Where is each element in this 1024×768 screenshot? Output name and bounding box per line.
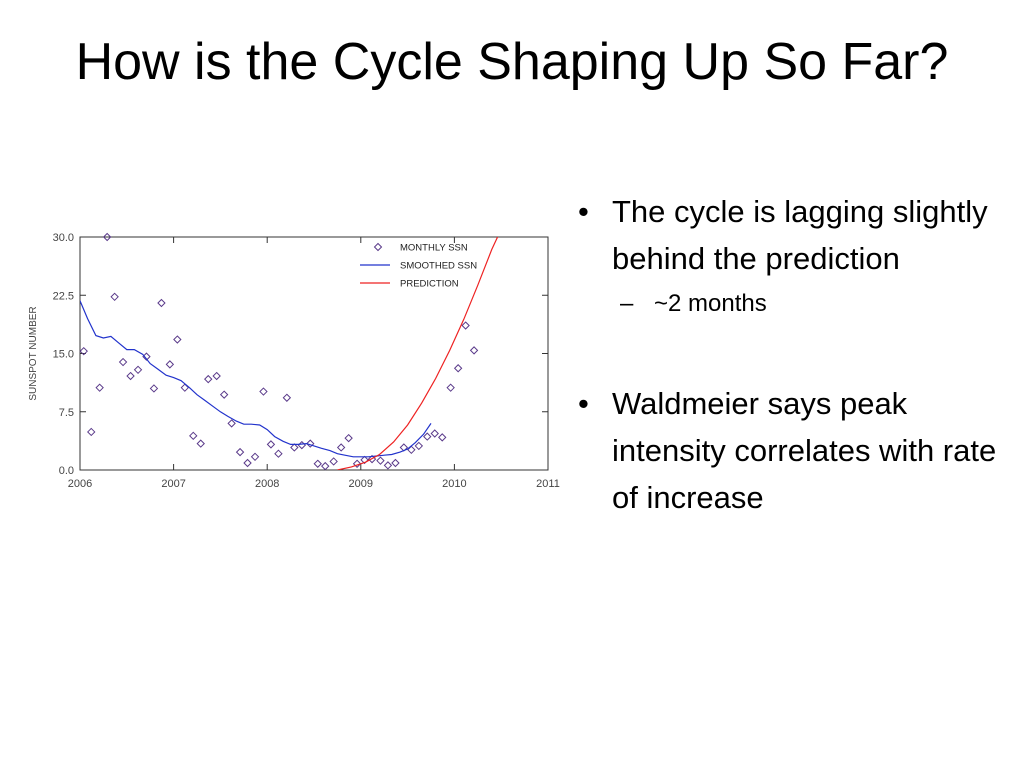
monthly-ssn-point <box>438 433 447 442</box>
monthly-ssn-point <box>102 232 112 242</box>
monthly-ssn-point <box>461 321 470 330</box>
bullet-marker: • <box>578 386 589 421</box>
monthly-ssn-point <box>290 443 299 452</box>
x-tick-label: 2011 <box>536 478 560 490</box>
monthly-ssn-point <box>297 440 307 450</box>
monthly-ssn-point <box>110 292 119 302</box>
bullet-marker: • <box>578 194 589 229</box>
monthly-ssn-point <box>227 419 236 428</box>
monthly-ssn-point <box>250 452 260 462</box>
y-tick-label: 15.0 <box>53 349 74 361</box>
monthly-ssn-point <box>414 441 424 451</box>
monthly-ssn-point <box>423 432 432 441</box>
x-tick-label: 2010 <box>442 478 466 490</box>
bullet-item: • Waldmeier says peak intensity correlat… <box>578 380 1018 521</box>
monthly-ssn-point <box>352 459 362 468</box>
monthly-ssn-point <box>118 357 128 367</box>
monthly-ssn-point <box>204 374 213 384</box>
monthly-ssn-point <box>266 440 276 449</box>
monthly-ssn-point <box>165 360 175 369</box>
monthly-ssn-point <box>313 459 322 468</box>
monthly-ssn-point <box>274 449 283 458</box>
monthly-ssn-point <box>212 371 221 381</box>
y-tick-label: 7.5 <box>59 407 74 419</box>
x-tick-label: 2009 <box>349 478 373 490</box>
plot-frame <box>79 236 549 471</box>
monthly-ssn-point <box>407 445 416 455</box>
monthly-ssn-point <box>126 371 135 381</box>
monthly-ssn-point <box>87 427 96 437</box>
monthly-ssn-point <box>376 456 385 465</box>
legend-marker <box>373 242 383 252</box>
monthly-ssn-point <box>149 384 159 393</box>
sub-bullet-item: – ~2 months <box>578 284 1018 324</box>
monthly-ssn-point <box>219 390 229 399</box>
sunspot-chart-svg: 0.0 7.5 15.0 22.5 30.0 2006 2007 2008 2009 2010 20… <box>28 232 560 490</box>
monthly-ssn-point <box>321 461 330 471</box>
y-tick-label: 0.0 <box>59 465 74 477</box>
legend-label: PREDICTION <box>400 279 459 290</box>
monthly-ssn-point <box>79 346 88 356</box>
bullet-text: The cycle is lagging slightly behind the… <box>612 194 988 276</box>
monthly-ssn-point <box>360 455 369 465</box>
monthly-ssn-point <box>391 458 400 468</box>
monthly-ssn-point <box>259 387 268 396</box>
monthly-ssn-point <box>446 383 455 392</box>
bullet-list: • The cycle is lagging slightly behind t… <box>578 188 1018 521</box>
smoothed-ssn-line <box>80 300 432 458</box>
bullet-text: Waldmeier says peak intensity correlates… <box>612 386 997 515</box>
slide-title: How is the Cycle Shaping Up So Far? <box>75 33 949 91</box>
monthly-ssn-point <box>196 439 205 448</box>
sunspot-chart: 0.0 7.5 15.0 22.5 30.0 2006 2007 2008 2009 2010 20… <box>20 225 560 500</box>
y-axis-label: SUNSPOT NUMBER <box>28 306 39 400</box>
x-tick-label: 2007 <box>161 478 185 490</box>
monthly-ssn-point <box>306 439 315 448</box>
monthly-ssn-point <box>469 346 479 355</box>
legend-label: MONTHLY SSN <box>400 243 468 254</box>
prediction-line <box>337 237 499 470</box>
sub-bullet-text: ~2 months <box>654 290 767 317</box>
monthly-ssn-point <box>344 433 353 443</box>
monthly-ssn-point <box>133 365 143 375</box>
monthly-ssn-point <box>157 298 166 308</box>
x-tick-label: 2006 <box>68 478 92 490</box>
monthly-ssn-point <box>173 335 182 344</box>
x-tick-label: 2008 <box>255 478 279 490</box>
bullet-item: • The cycle is lagging slightly behind t… <box>578 188 1018 282</box>
monthly-ssn-point <box>243 458 252 468</box>
sub-bullet-marker: – <box>620 290 634 317</box>
monthly-ssn-point <box>453 364 463 373</box>
monthly-ssn-point <box>336 443 346 452</box>
monthly-ssn-point <box>282 393 292 402</box>
legend-label: SMOOTHED SSN <box>400 261 477 272</box>
monthly-ssn-point <box>430 429 439 438</box>
monthly-ssn-point <box>329 457 338 466</box>
y-tick-label: 30.0 <box>53 232 74 244</box>
monthly-ssn-point <box>383 461 393 470</box>
monthly-ssn-point <box>95 383 104 392</box>
monthly-ssn-point <box>235 447 245 457</box>
y-tick-label: 22.5 <box>53 290 74 302</box>
monthly-ssn-point <box>189 431 198 441</box>
